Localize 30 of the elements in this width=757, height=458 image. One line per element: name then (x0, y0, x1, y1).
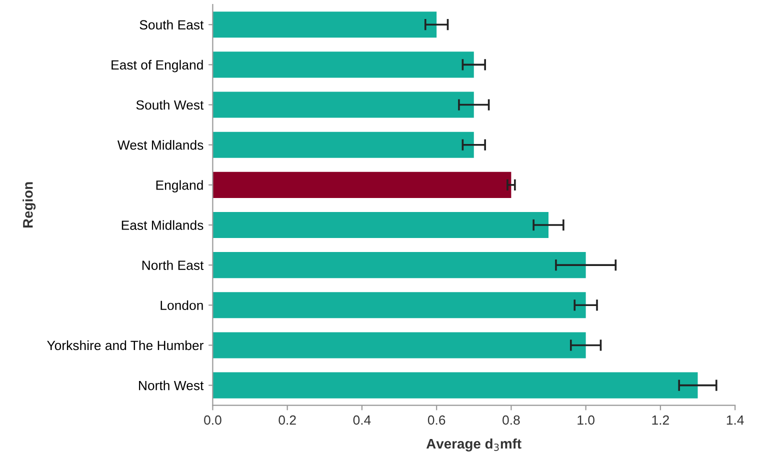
x-tick-label: 0.2 (278, 415, 296, 425)
x-tick-label: 1.2 (652, 415, 669, 425)
bar (212, 292, 586, 318)
x-tick-label: 0.0 (204, 415, 222, 425)
y-tick-label: West Midlands (117, 140, 204, 150)
x-tick-label: 0.8 (502, 415, 520, 425)
x-tick-label: 1.0 (578, 415, 594, 425)
bar (212, 212, 548, 238)
y-tick-label: England (156, 180, 203, 192)
x-tick-label: 0.4 (353, 415, 371, 425)
y-tick-label: London (160, 300, 203, 310)
bar (212, 132, 474, 158)
y-tick-label: South East (140, 20, 204, 30)
bar (212, 372, 698, 398)
y-tick-label: South West (136, 100, 204, 110)
bar (212, 12, 437, 38)
y-tick-label: North East (142, 260, 204, 270)
x-tick-label: 1.4 (726, 416, 744, 425)
y-tick-label: East Midlands (122, 220, 204, 230)
x-tick-label: 0.6 (428, 415, 446, 425)
x-axis-title: Average d$_{3}$mft (426, 438, 522, 452)
y-tick-label: North West (139, 380, 204, 390)
bar (212, 52, 474, 78)
y-axis-title: Region (22, 182, 36, 228)
bar (212, 332, 586, 358)
bar (212, 92, 474, 118)
y-tick-label: Yorkshire and The Humber (47, 340, 204, 350)
bar (212, 252, 586, 278)
bar (212, 172, 512, 198)
y-tick-label: East of England (112, 60, 203, 72)
